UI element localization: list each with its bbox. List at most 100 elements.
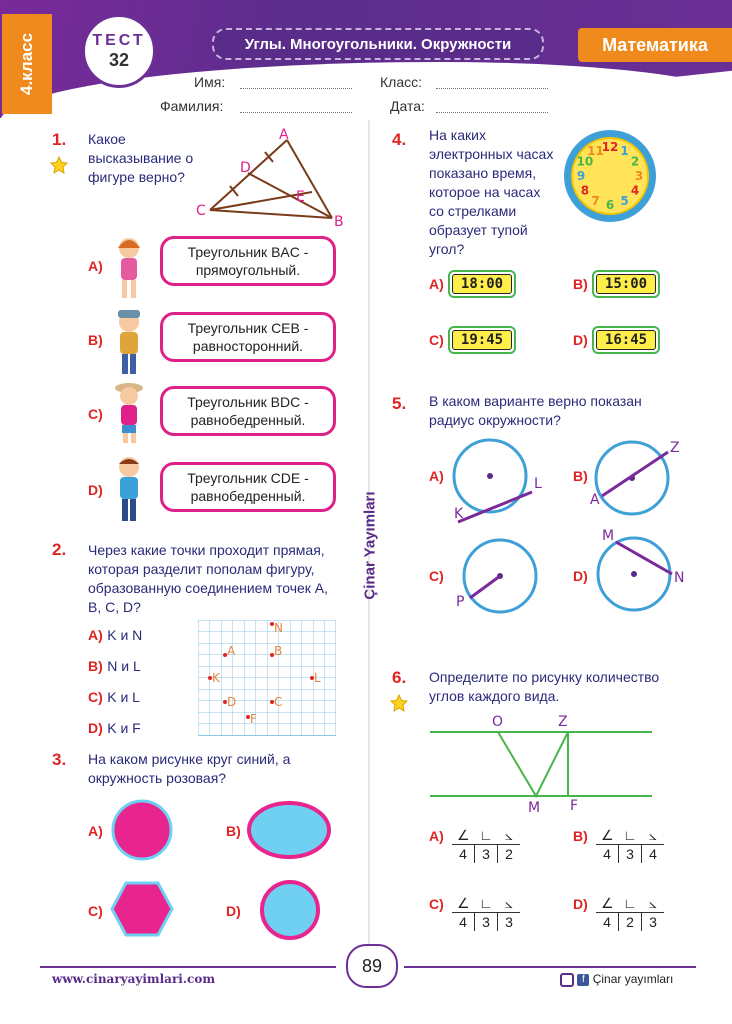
- obtuse-angle-icon: ⦣: [504, 826, 513, 843]
- acute-angle-icon: ∠: [600, 894, 614, 911]
- q5-option-c-letter[interactable]: C): [429, 568, 444, 584]
- q2-option-b-text: N и L: [107, 658, 141, 674]
- q5-option-d-letter[interactable]: D): [573, 568, 588, 584]
- q6-point-o: O: [492, 714, 503, 730]
- q1-point-d: D: [240, 160, 251, 176]
- q2-point-l: L: [314, 671, 321, 685]
- surname-field[interactable]: [240, 100, 352, 113]
- column-divider: [368, 120, 370, 950]
- q1-option-a-letter[interactable]: A): [88, 258, 103, 274]
- q3-option-b-shape[interactable]: [246, 800, 332, 860]
- q3-option-d-letter[interactable]: D): [226, 903, 241, 919]
- q3-option-a-shape[interactable]: [110, 798, 174, 862]
- q6-a-obtuse: 2: [505, 846, 513, 862]
- q5-option-a-circle[interactable]: L K: [450, 436, 560, 528]
- q2-option-c-text: K и L: [107, 689, 140, 705]
- q1-option-a-bubble[interactable]: Треугольник BAC - прямоугольный.: [160, 236, 336, 286]
- q6-c-acute: 4: [459, 914, 467, 930]
- q2-options: A) K и N B) N и L C) K и L D) K и F: [88, 620, 142, 744]
- clock-number: 11: [587, 144, 604, 158]
- q4-option-c-time: 19:45: [451, 330, 513, 350]
- q4-option-d-letter[interactable]: D): [573, 332, 588, 348]
- q5-b-label-a: A: [590, 492, 600, 508]
- q5-option-b-letter[interactable]: B): [573, 468, 588, 484]
- q2-option-d-letter: D): [88, 720, 103, 736]
- q5-option-d-circle[interactable]: M N: [590, 526, 700, 620]
- q1-option-c-letter[interactable]: C): [88, 406, 103, 422]
- boy-avatar-icon: [119, 457, 139, 521]
- q6-option-c-letter[interactable]: C): [429, 896, 444, 912]
- q2-option-d[interactable]: D) K и F: [88, 713, 142, 744]
- q5-c-label-p: P: [456, 594, 464, 610]
- q3-option-b-letter[interactable]: B): [226, 823, 241, 839]
- q2-option-a[interactable]: A) K и N: [88, 620, 142, 651]
- q4-option-a-clock[interactable]: 18:00: [448, 270, 516, 298]
- q3-option-c-letter[interactable]: C): [88, 903, 103, 919]
- q3-option-c-shape[interactable]: [110, 880, 174, 938]
- instagram-icon[interactable]: [560, 972, 574, 987]
- clock-number: 9: [577, 169, 585, 183]
- q3-option-a-letter[interactable]: A): [88, 823, 103, 839]
- q4-option-d-clock[interactable]: 16:45: [592, 326, 660, 354]
- q6-a-right: 3: [474, 844, 498, 863]
- q2-option-d-text: K и F: [107, 720, 141, 736]
- right-angle-icon: ∟: [623, 895, 637, 911]
- q3-option-d-shape[interactable]: [258, 878, 322, 942]
- q2-point-k: K: [212, 671, 221, 685]
- date-field[interactable]: [436, 100, 548, 113]
- q4-option-b-clock[interactable]: 15:00: [592, 270, 660, 298]
- q6-text: Определите по рисунку количество углов к…: [429, 669, 660, 704]
- class-field[interactable]: [436, 76, 548, 89]
- q1-option-a-text: Треугольник BAC - прямоугольный.: [187, 244, 309, 278]
- q2-option-b[interactable]: B) N и L: [88, 651, 142, 682]
- test-badge: ТЕСТ 32: [82, 14, 156, 88]
- acute-angle-icon: ∠: [456, 894, 470, 911]
- q4-option-c-clock[interactable]: 19:45: [448, 326, 516, 354]
- facebook-icon[interactable]: f: [577, 973, 590, 986]
- q6-b-obtuse: 4: [649, 846, 657, 862]
- q2-option-a-text: K и N: [107, 627, 143, 643]
- q1-option-d-text: Треугольник CDE - равнобедренный.: [187, 470, 309, 504]
- q2-option-c[interactable]: C) K и L: [88, 682, 142, 713]
- girl-with-hat-avatar-icon: [115, 383, 143, 443]
- q6-option-d-letter[interactable]: D): [573, 896, 588, 912]
- q1-option-d-letter[interactable]: D): [88, 482, 103, 498]
- q6-b-acute: 4: [603, 846, 611, 862]
- q1-option-d-bubble[interactable]: Треугольник CDE - равнобедренный.: [160, 462, 336, 512]
- q4-option-a-time: 18:00: [451, 274, 513, 294]
- q5-option-a-letter[interactable]: A): [429, 468, 444, 484]
- q5-option-b-circle[interactable]: Z A: [588, 436, 698, 528]
- name-field[interactable]: [240, 76, 352, 89]
- obtuse-angle-icon: ⦣: [648, 894, 657, 911]
- date-label: Дата:: [390, 98, 425, 114]
- clock-number: 12: [602, 140, 619, 154]
- q5-text: В каком варианте верно показан радиус ок…: [429, 393, 642, 428]
- q5-option-c-circle[interactable]: P: [450, 534, 560, 624]
- footer-line-left: [40, 966, 336, 968]
- q4-option-a-letter[interactable]: A): [429, 276, 444, 292]
- q5-b-label-z: Z: [670, 440, 680, 456]
- clock-number: 4: [631, 184, 639, 198]
- q1-option-c-bubble[interactable]: Треугольник BDC - равнобедренный.: [160, 386, 336, 436]
- q1-text: Какое высказывание о фигуре верно?: [88, 131, 194, 185]
- q4-option-b-letter[interactable]: B): [573, 276, 588, 292]
- q6-point-f: F: [570, 798, 578, 814]
- q6-option-b-letter[interactable]: B): [573, 828, 588, 844]
- q2-option-c-letter: C): [88, 689, 103, 705]
- q1-option-b-text: Треугольник CEB - равносторонний.: [187, 320, 309, 354]
- q6-point-z: Z: [558, 714, 568, 730]
- q1-option-b-letter[interactable]: B): [88, 332, 103, 348]
- q2-point-d: D: [227, 695, 236, 709]
- q1-number: 1.: [52, 130, 67, 149]
- q5-d-label-m: M: [602, 528, 614, 544]
- q6-option-a-letter[interactable]: A): [429, 828, 444, 844]
- q5-d-label-n: N: [674, 570, 684, 586]
- q1-option-b-bubble[interactable]: Треугольник CEB - равносторонний.: [160, 312, 336, 362]
- q4-option-c-letter[interactable]: C): [429, 332, 444, 348]
- footer-url[interactable]: www.cinaryayimlari.com: [52, 972, 216, 986]
